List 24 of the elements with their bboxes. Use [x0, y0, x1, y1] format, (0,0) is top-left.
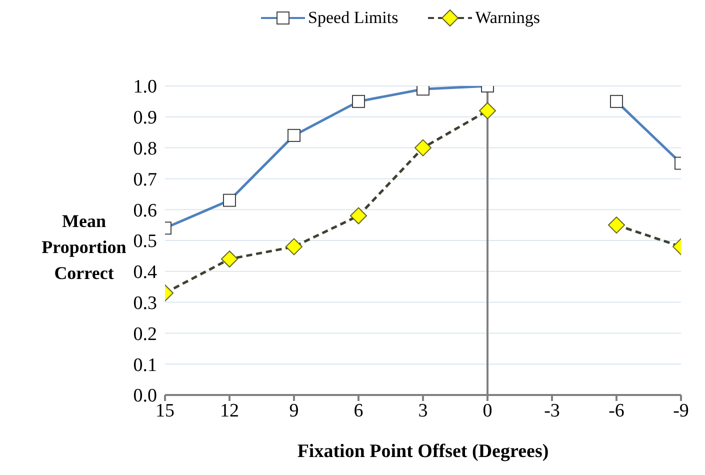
x-tick-label: -6: [608, 400, 624, 422]
legend-label: Speed Limits: [308, 8, 398, 28]
y-tick-label: 0.0: [133, 386, 157, 407]
y-tick-label: 0.1: [133, 354, 157, 376]
y-tick-label: 1.0: [133, 76, 157, 98]
x-tick-label: 9: [289, 400, 299, 422]
y-tick-label: 0.6: [133, 200, 157, 222]
y-tick-label: 0.2: [133, 324, 157, 345]
x-tick-label: 12: [220, 400, 239, 422]
x-tick-label: 6: [354, 400, 364, 422]
y-tick-label: 0.7: [133, 169, 157, 190]
x-tick-label: -3: [544, 400, 560, 422]
x-tick-label: -9: [673, 400, 689, 422]
y-tick-label: 0.9: [133, 108, 157, 129]
y-tick-label: 0.3: [133, 293, 157, 314]
y-tick-label: 0.8: [133, 138, 157, 160]
y-tick-label: 0.4: [133, 262, 158, 284]
legend-label: Warnings: [475, 8, 540, 28]
y-tick-label: 0.5: [133, 231, 157, 252]
x-tick-label: 15: [156, 400, 174, 422]
x-tick-label: 0: [482, 400, 492, 422]
x-axis-title: Fixation Point Offset (Degrees): [297, 441, 549, 462]
y-axis-title: Mean Proportion Correct: [42, 211, 126, 283]
x-tick-label: 3: [418, 400, 428, 422]
